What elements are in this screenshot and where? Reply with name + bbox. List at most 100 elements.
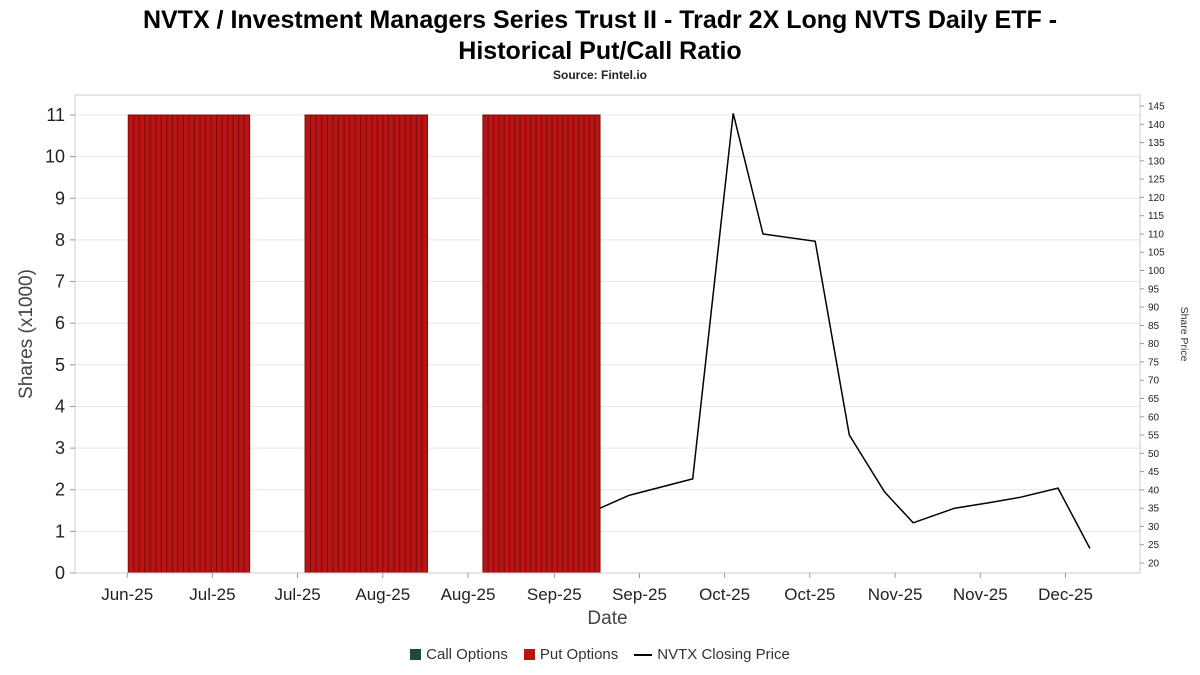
put-options-bar: [583, 114, 590, 574]
put-options-bar: [588, 114, 596, 574]
put-options-bar: [149, 114, 157, 574]
put-options-bar: [166, 114, 173, 574]
y-left-tick-label: 3: [55, 438, 65, 458]
put-options-bar: [540, 114, 548, 574]
y-right-tick-label: 100: [1148, 266, 1165, 277]
put-options-bar: [337, 114, 345, 574]
put-options-bar: [530, 114, 537, 574]
put-options-bar: [503, 114, 511, 574]
put-options-bar: [567, 114, 574, 574]
put-options-bar: [210, 114, 218, 574]
put-options-bar: [493, 114, 500, 574]
y-right-tick-label: 125: [1148, 175, 1165, 186]
legend: Call Options Put Options NVTX Closing Pric…: [0, 646, 1200, 663]
chart-source: Source: Fintel.io: [552, 68, 647, 82]
y-right-tick-label: 30: [1148, 522, 1160, 533]
y-left-tick-label: 1: [55, 521, 65, 541]
legend-item-put-options[interactable]: Put Options: [523, 646, 618, 663]
y-right-tick-label: 35: [1148, 504, 1160, 515]
y-left-tick-label: 4: [55, 397, 65, 417]
put-options-bar: [205, 114, 212, 574]
put-options-bar: [182, 114, 190, 574]
y-left-tick-label: 8: [55, 230, 65, 250]
y-right-tick-label: 105: [1148, 248, 1165, 259]
legend-item-nvtx-closing-price[interactable]: NVTX Closing Price: [634, 646, 790, 663]
plot-border: [74, 94, 1141, 574]
y-left-tick-label: 7: [55, 272, 65, 292]
chart-title-line2: Historical Put/Call Ratio: [458, 37, 742, 65]
legend-marker-call-options-swatch-icon: [410, 649, 422, 660]
x-tick-label: Jul-25: [189, 585, 235, 604]
put-options-bar: [199, 114, 207, 574]
put-options-bar: [310, 114, 317, 574]
closing-price-line: [599, 113, 1091, 549]
put-options-bar: [177, 114, 184, 574]
x-tick-label: Aug-25: [441, 585, 496, 604]
put-options-bar: [171, 114, 179, 574]
put-options-bar: [371, 114, 378, 574]
put-options-bar: [155, 114, 162, 574]
y-right-tick-label: 40: [1148, 485, 1160, 496]
put-options-bar: [315, 114, 323, 574]
y-right-tick-label: 130: [1148, 156, 1165, 167]
put-options-bar: [127, 114, 135, 574]
put-options-bar: [360, 114, 367, 574]
put-options-bar: [376, 114, 384, 574]
legend-item-call-options[interactable]: Call Options: [410, 646, 508, 663]
put-options-bar: [498, 114, 505, 574]
put-options-bar: [393, 114, 401, 574]
put-options-bar: [535, 114, 542, 574]
x-tick-label: Oct-25: [699, 585, 750, 604]
put-options-bar: [133, 114, 140, 574]
put-options-bar: [525, 114, 532, 574]
put-options-bar: [482, 114, 489, 574]
legend-marker-put-options-swatch-icon: [523, 649, 535, 660]
y-axis-title-left: Shares (x1000): [16, 269, 37, 399]
put-options-bar: [321, 114, 328, 574]
y-right-tick-label: 75: [1148, 357, 1160, 368]
put-options-bar: [399, 114, 406, 574]
y-left-tick-label: 0: [55, 563, 65, 583]
put-options-bar: [572, 114, 580, 574]
put-options-bar: [138, 114, 146, 574]
y-left-tick-label: 11: [46, 105, 65, 125]
put-options-bar: [415, 114, 423, 574]
x-tick-label: Dec-25: [1038, 585, 1093, 604]
chart-title-line1: NVTX / Investment Managers Series Trust …: [142, 6, 1058, 34]
put-options-bar: [343, 114, 351, 574]
put-options-bar: [243, 114, 251, 574]
put-options-bar: [354, 114, 362, 574]
y-right-tick-label: 135: [1148, 138, 1165, 149]
y-right-tick-label: 70: [1148, 376, 1160, 387]
put-options-bar: [382, 114, 390, 574]
plot-background: [75, 95, 1140, 573]
put-options-bar: [232, 114, 240, 574]
put-options-bar: [227, 114, 234, 574]
x-tick-label: Jun-25: [101, 585, 153, 604]
y-left-tick-label: 2: [55, 480, 65, 500]
y-right-tick-label: 115: [1148, 211, 1164, 222]
put-options-bar: [562, 114, 569, 574]
put-options-bar: [509, 114, 516, 574]
x-axis-title: Date: [587, 608, 628, 629]
y-right-tick-label: 20: [1148, 559, 1160, 570]
put-options-bar: [421, 114, 429, 574]
x-tick-label: Sep-25: [527, 585, 582, 604]
put-options-bar: [188, 114, 195, 574]
put-options-bar: [144, 114, 151, 574]
y-left-tick-label: 10: [45, 147, 65, 167]
put-options-bar: [160, 114, 168, 574]
put-options-bar: [578, 114, 585, 574]
put-options-bar: [332, 114, 339, 574]
put-options-bar: [594, 114, 601, 574]
y-left-tick-label: 5: [55, 355, 65, 375]
put-options-bar: [304, 114, 312, 574]
put-options-bar: [546, 114, 553, 574]
put-options-bar: [193, 114, 201, 574]
y-right-tick-label: 85: [1148, 321, 1160, 332]
put-options-bar: [519, 114, 526, 574]
y-left-tick-label: 6: [55, 313, 65, 333]
y-right-tick-label: 145: [1148, 102, 1165, 113]
